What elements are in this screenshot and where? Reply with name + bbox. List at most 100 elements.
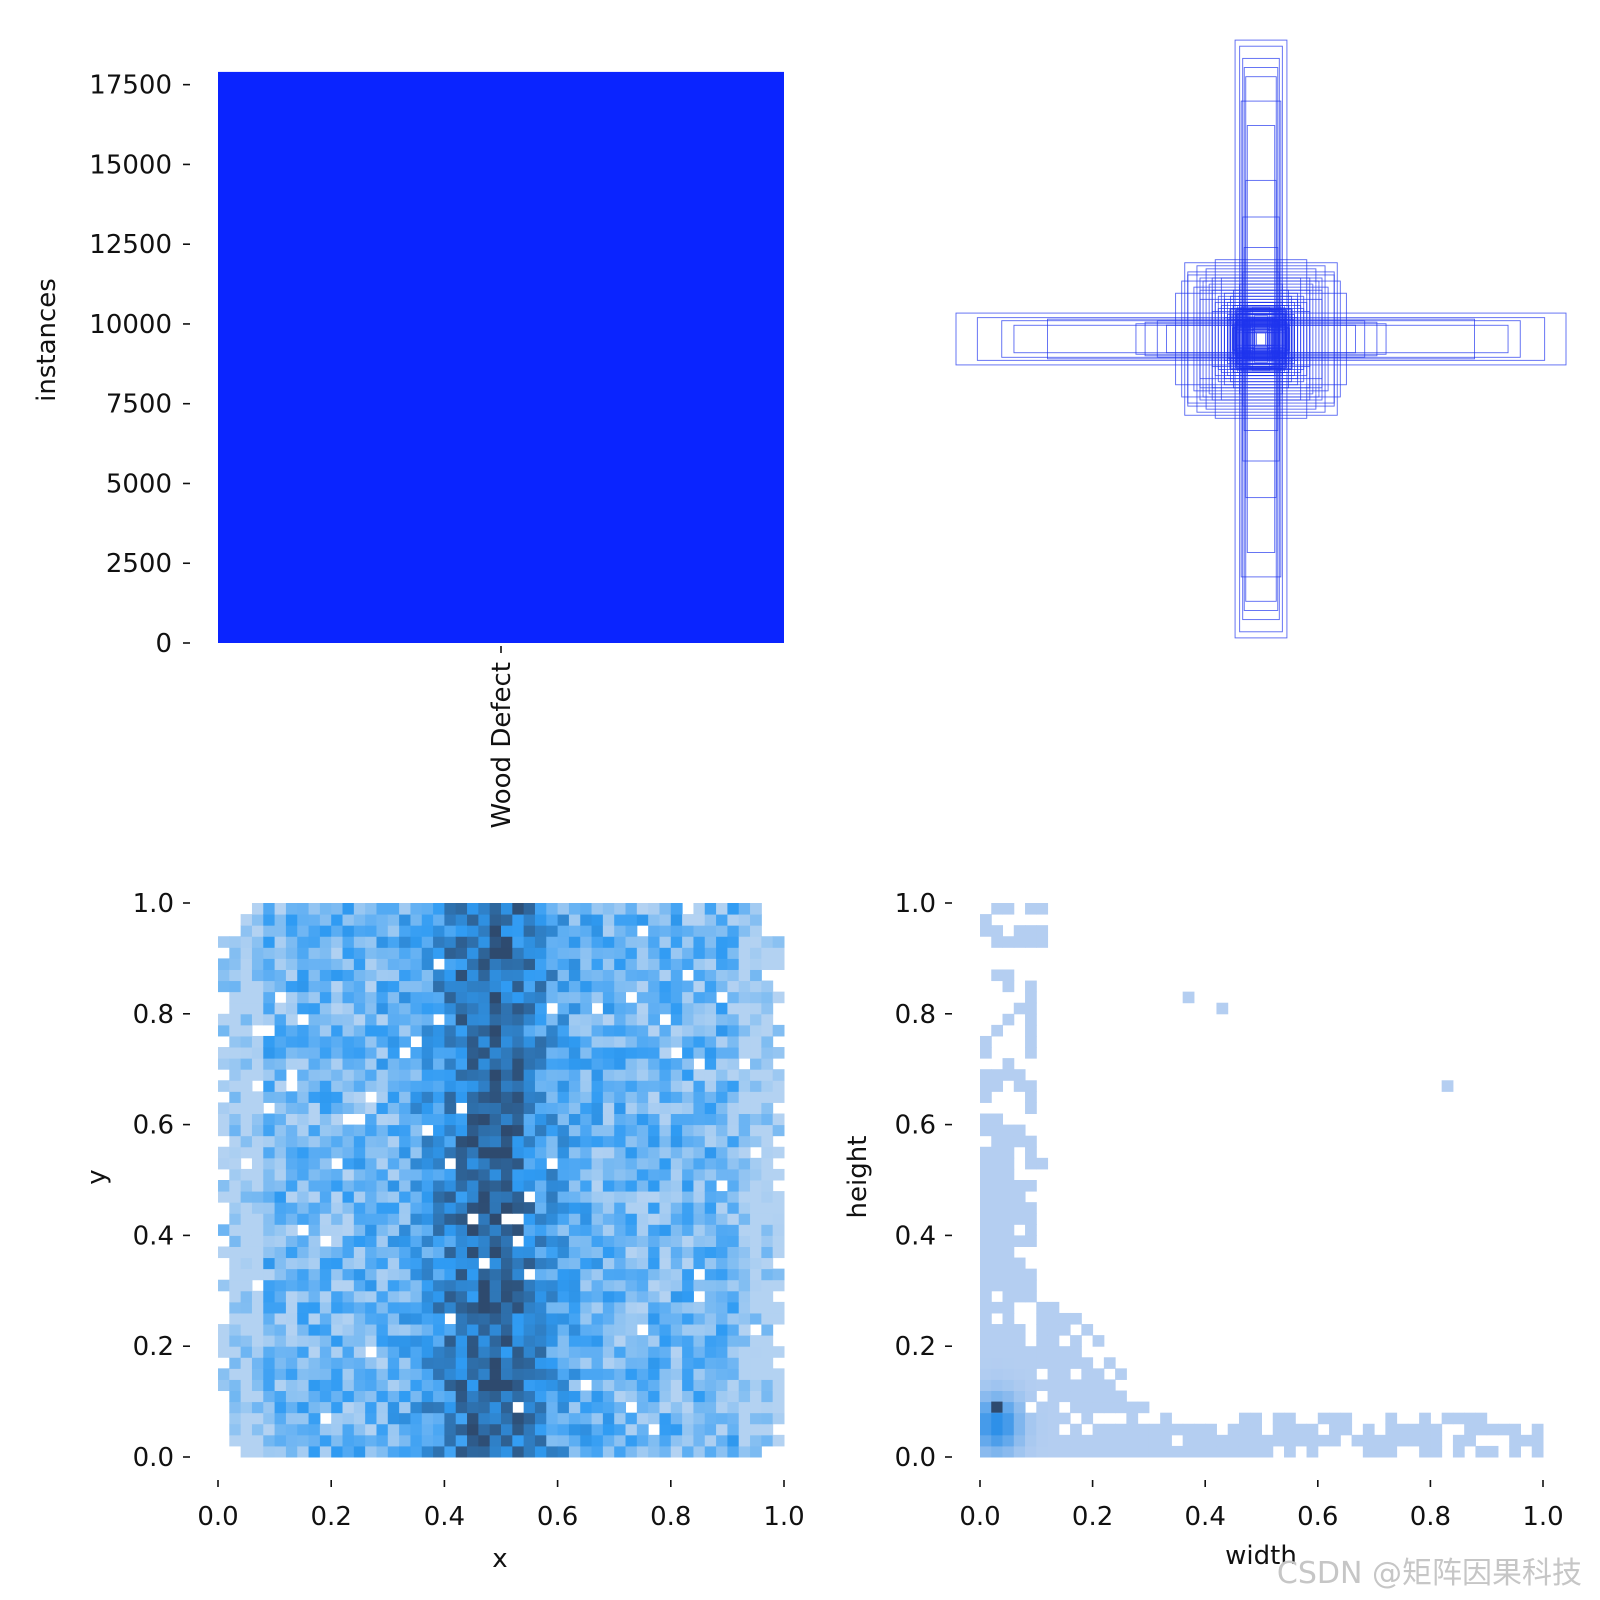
wh-histogram-cell [991,1135,1004,1148]
xy-histogram-cell [467,1434,479,1447]
wh-histogram-cell [1013,1202,1026,1214]
xy-histogram-cell [591,914,604,926]
xy-histogram-cell [523,1279,536,1292]
xy-histogram-cell [614,1091,627,1103]
bar-y-tick-label: 0 [155,629,172,659]
xy-histogram-cell [478,1224,491,1236]
xy-histogram-cell [761,1047,774,1059]
xy-histogram-cell [285,1013,298,1026]
wh-histogram-cell [1419,1412,1431,1425]
xy-histogram-cell [308,1279,321,1292]
xy-histogram-cell [546,1301,559,1314]
wh-histogram-cell [1013,1423,1026,1436]
xy-histogram-cell [716,1401,728,1414]
xy-histogram-cell [772,1390,785,1403]
xy-histogram-cell [670,1113,683,1126]
xy-histogram-cell [636,1213,649,1225]
xy-histogram-cell [410,1324,423,1336]
xy-histogram-cell [534,1069,547,1081]
xy-histogram-cell [342,1168,355,1181]
xy-histogram-cell [648,1324,660,1336]
xy-histogram-cell [251,1412,264,1425]
xy-histogram-cell [648,1013,660,1026]
xy-histogram-cell [750,1390,762,1403]
xy-histogram-cell [682,1035,694,1048]
xy-histogram-cell [308,925,321,937]
xy-histogram-cell [738,1423,751,1436]
xy-histogram-cell [648,1191,660,1203]
xy-histogram-cell [455,936,468,948]
wh-histogram-cell [1126,1445,1139,1458]
xy-histogram-cell [693,1146,706,1159]
xy-histogram-cell [274,1312,287,1325]
xy-histogram-cell [421,1423,434,1436]
xy-histogram-cell [602,1080,615,1092]
wh-histogram-cell [991,1335,1004,1347]
xy-histogram-cell [467,980,479,993]
xy-histogram-cell [512,1047,525,1059]
label-box [1211,277,1311,401]
xy-histogram-cell [523,1357,536,1369]
xy-histogram-cell [727,1035,740,1048]
xy-histogram-cell [387,1434,400,1447]
wh-histogram-cell [1092,1390,1105,1403]
xy-histogram-cell [534,1235,547,1247]
xy-histogram-cell [501,947,513,959]
xy-histogram-cell [704,1069,717,1081]
xy-histogram-cell [387,1268,400,1281]
xy-histogram-cell [353,958,366,970]
wh-histogram-cell [1058,1412,1071,1425]
xy-histogram-cell [568,925,581,937]
xy-histogram-cell [319,914,332,926]
xy-histogram-cell [331,1047,344,1059]
xy-histogram-cell [727,1080,740,1092]
xy-histogram-cell [263,991,276,1004]
xy-histogram-cell [625,1146,638,1159]
xy-histogram-cell [512,1246,525,1259]
xy-histogram-cell [455,1268,468,1281]
xy-histogram-cell [308,1434,321,1447]
xy-histogram-cell [342,1157,355,1170]
xy-histogram-cell [727,1257,740,1270]
xy-histogram-cell [738,1324,751,1336]
xy-histogram-cell [399,1180,411,1192]
wh-histogram-cell [1340,1412,1353,1425]
xy-histogram-cell [546,1368,559,1380]
xy-histogram-cell [648,1401,660,1414]
xy-histogram-cell [546,1434,559,1447]
wh-histogram-cell [1058,1434,1071,1447]
xy-histogram-cell [263,1434,276,1447]
xy-histogram-cell [568,1091,581,1103]
xy-histogram-cell [523,1434,536,1447]
xy-histogram-cell [489,1434,502,1447]
wh-histogram-cell [980,1312,992,1325]
xy-histogram-cell [648,1202,660,1214]
xy-histogram-cell [625,1013,638,1026]
xy-histogram-cell [433,1324,445,1336]
xy-histogram-cell [218,1246,230,1259]
xy-histogram-cell [331,1257,344,1270]
xy-histogram-cell [591,1357,604,1369]
wh-histogram-cell [1058,1324,1071,1336]
xy-histogram-cell [263,903,276,915]
wh-histogram-cell [1036,1301,1049,1314]
xy-histogram-cell [501,1335,513,1347]
xy-histogram-cell [636,1390,649,1403]
xy-histogram-cell [580,1069,593,1081]
wh-histogram-cell [1385,1412,1398,1425]
xy-histogram-cell [467,1346,479,1358]
xy-histogram-cell [727,1102,740,1115]
xy-histogram-cell [263,1335,276,1347]
xy-histogram-cell [727,1357,740,1369]
xy-histogram-cell [534,1390,547,1403]
xy-histogram-cell [557,1069,570,1081]
xy-histogram-cell [387,1346,400,1358]
xy-histogram-cell [501,1412,513,1425]
wh-histogram-cell [1002,980,1015,993]
xy-histogram-cell [467,1102,479,1115]
xy-histogram-cell [263,1124,276,1137]
xy-histogram-cell [716,1202,728,1214]
xy-histogram-cell [297,914,310,926]
wh-histogram-cell [1013,1069,1026,1081]
xy-histogram-cell [727,936,740,948]
